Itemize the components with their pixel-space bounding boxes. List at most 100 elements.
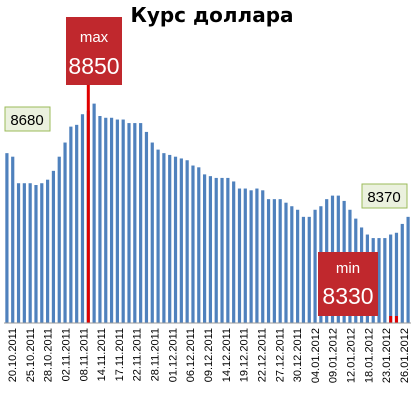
x-tick-label: 20.10.2011 [7, 328, 19, 382]
x-tick-label: 30.12.2011 [292, 328, 304, 382]
x-tick-label: 09.12.2011 [203, 328, 215, 382]
x-tick-label: 06.12.2011 [185, 328, 197, 382]
x-tick-label: 12.01.2012 [346, 328, 358, 383]
x-tick-label: 04.01.2012 [310, 328, 322, 383]
bar [214, 177, 218, 323]
bar [226, 177, 230, 323]
x-tick-labels: 20.10.2011 25.10.2011 28.10.2011 02.11.2011… [7, 328, 411, 383]
bar [406, 216, 410, 323]
bar [202, 174, 207, 323]
bar [191, 165, 195, 323]
bar [150, 142, 154, 323]
bar [115, 119, 119, 323]
bar [278, 199, 282, 323]
x-tick-label: 02.11.2011 [60, 328, 72, 381]
bar [40, 183, 44, 323]
bar [220, 177, 224, 323]
bar-group [5, 103, 410, 324]
max-callout-label: max [80, 29, 109, 46]
min-callout-label: min [336, 260, 360, 277]
bar [400, 223, 404, 323]
bar [34, 185, 38, 323]
bar [266, 199, 271, 323]
start-value-text: 8680 [10, 112, 43, 129]
bar [51, 170, 56, 323]
bar [16, 183, 21, 323]
x-tick-label: 27.12.2011 [274, 328, 286, 382]
bar [389, 234, 393, 323]
bar [232, 181, 236, 323]
bar [296, 209, 300, 323]
bar [307, 216, 311, 323]
min-callout-value: 8330 [322, 283, 373, 309]
bar [11, 156, 15, 323]
x-tick-label: 19.12.2011 [239, 328, 251, 382]
bar [109, 117, 114, 324]
bar [173, 156, 178, 323]
bar [28, 183, 32, 323]
bar [57, 156, 61, 323]
x-tick-label: 08.11.2011 [78, 328, 90, 381]
bar [80, 114, 85, 323]
bar [272, 199, 276, 323]
x-tick-label: 22.11.2011 [132, 328, 144, 381]
start-value-callout: 8680 [4, 106, 51, 132]
bar [98, 116, 102, 323]
bar [5, 153, 9, 323]
bar [63, 142, 67, 323]
bar [197, 167, 201, 323]
bar [69, 126, 73, 324]
bar [249, 190, 253, 323]
max-callout-box [66, 17, 122, 85]
bar [22, 183, 26, 323]
bar [208, 176, 213, 323]
bar [394, 232, 399, 323]
bar [46, 179, 50, 323]
bar [243, 188, 247, 323]
bar [104, 117, 108, 324]
max-callout: max 8850 [66, 17, 122, 85]
end-value-box [361, 183, 408, 209]
bar [168, 154, 172, 323]
bar [313, 209, 317, 323]
x-tick-label: 25.10.2011 [25, 328, 37, 382]
x-tick-label: 14.12.2011 [221, 328, 233, 382]
bar [179, 158, 183, 323]
bar [261, 190, 265, 323]
bar [290, 206, 294, 323]
x-tick-label: 26.01.2012 [399, 328, 411, 383]
bar [284, 202, 288, 323]
bar [377, 238, 381, 323]
x-tick-label: 28.10.2011 [43, 328, 55, 382]
bar [255, 188, 259, 323]
x-tick-label: 14.11.2011 [96, 328, 108, 381]
bar [301, 216, 306, 323]
bar [383, 238, 387, 323]
bar [162, 153, 166, 323]
min-callout-box [318, 252, 378, 316]
x-tick-label: 22.12.2011 [256, 328, 268, 382]
bar [75, 124, 79, 323]
x-tick-label: 01.12.2011 [167, 328, 179, 382]
bar [139, 123, 143, 323]
x-tick-label: 28.11.2011 [150, 328, 162, 381]
bar [92, 103, 96, 324]
bar [144, 131, 149, 323]
x-tick-label: 09.01.2012 [328, 328, 340, 383]
bar [127, 123, 131, 323]
highlight-lines [86, 85, 398, 323]
end-value-text: 8370 [367, 189, 400, 206]
bar [185, 160, 189, 323]
bar [121, 119, 125, 323]
x-tick-label: 23.01.2012 [381, 328, 393, 383]
min-callout: min 8330 [318, 252, 378, 316]
chart-title: Курс доллара [130, 3, 293, 27]
bar [133, 123, 137, 323]
x-tick-label: 18.01.2012 [363, 328, 375, 383]
start-value-box [4, 106, 51, 132]
x-tick-label: 17.11.2011 [114, 328, 126, 381]
bar [237, 188, 242, 323]
max-callout-value: 8850 [68, 53, 119, 79]
end-value-callout: 8370 [361, 183, 408, 209]
